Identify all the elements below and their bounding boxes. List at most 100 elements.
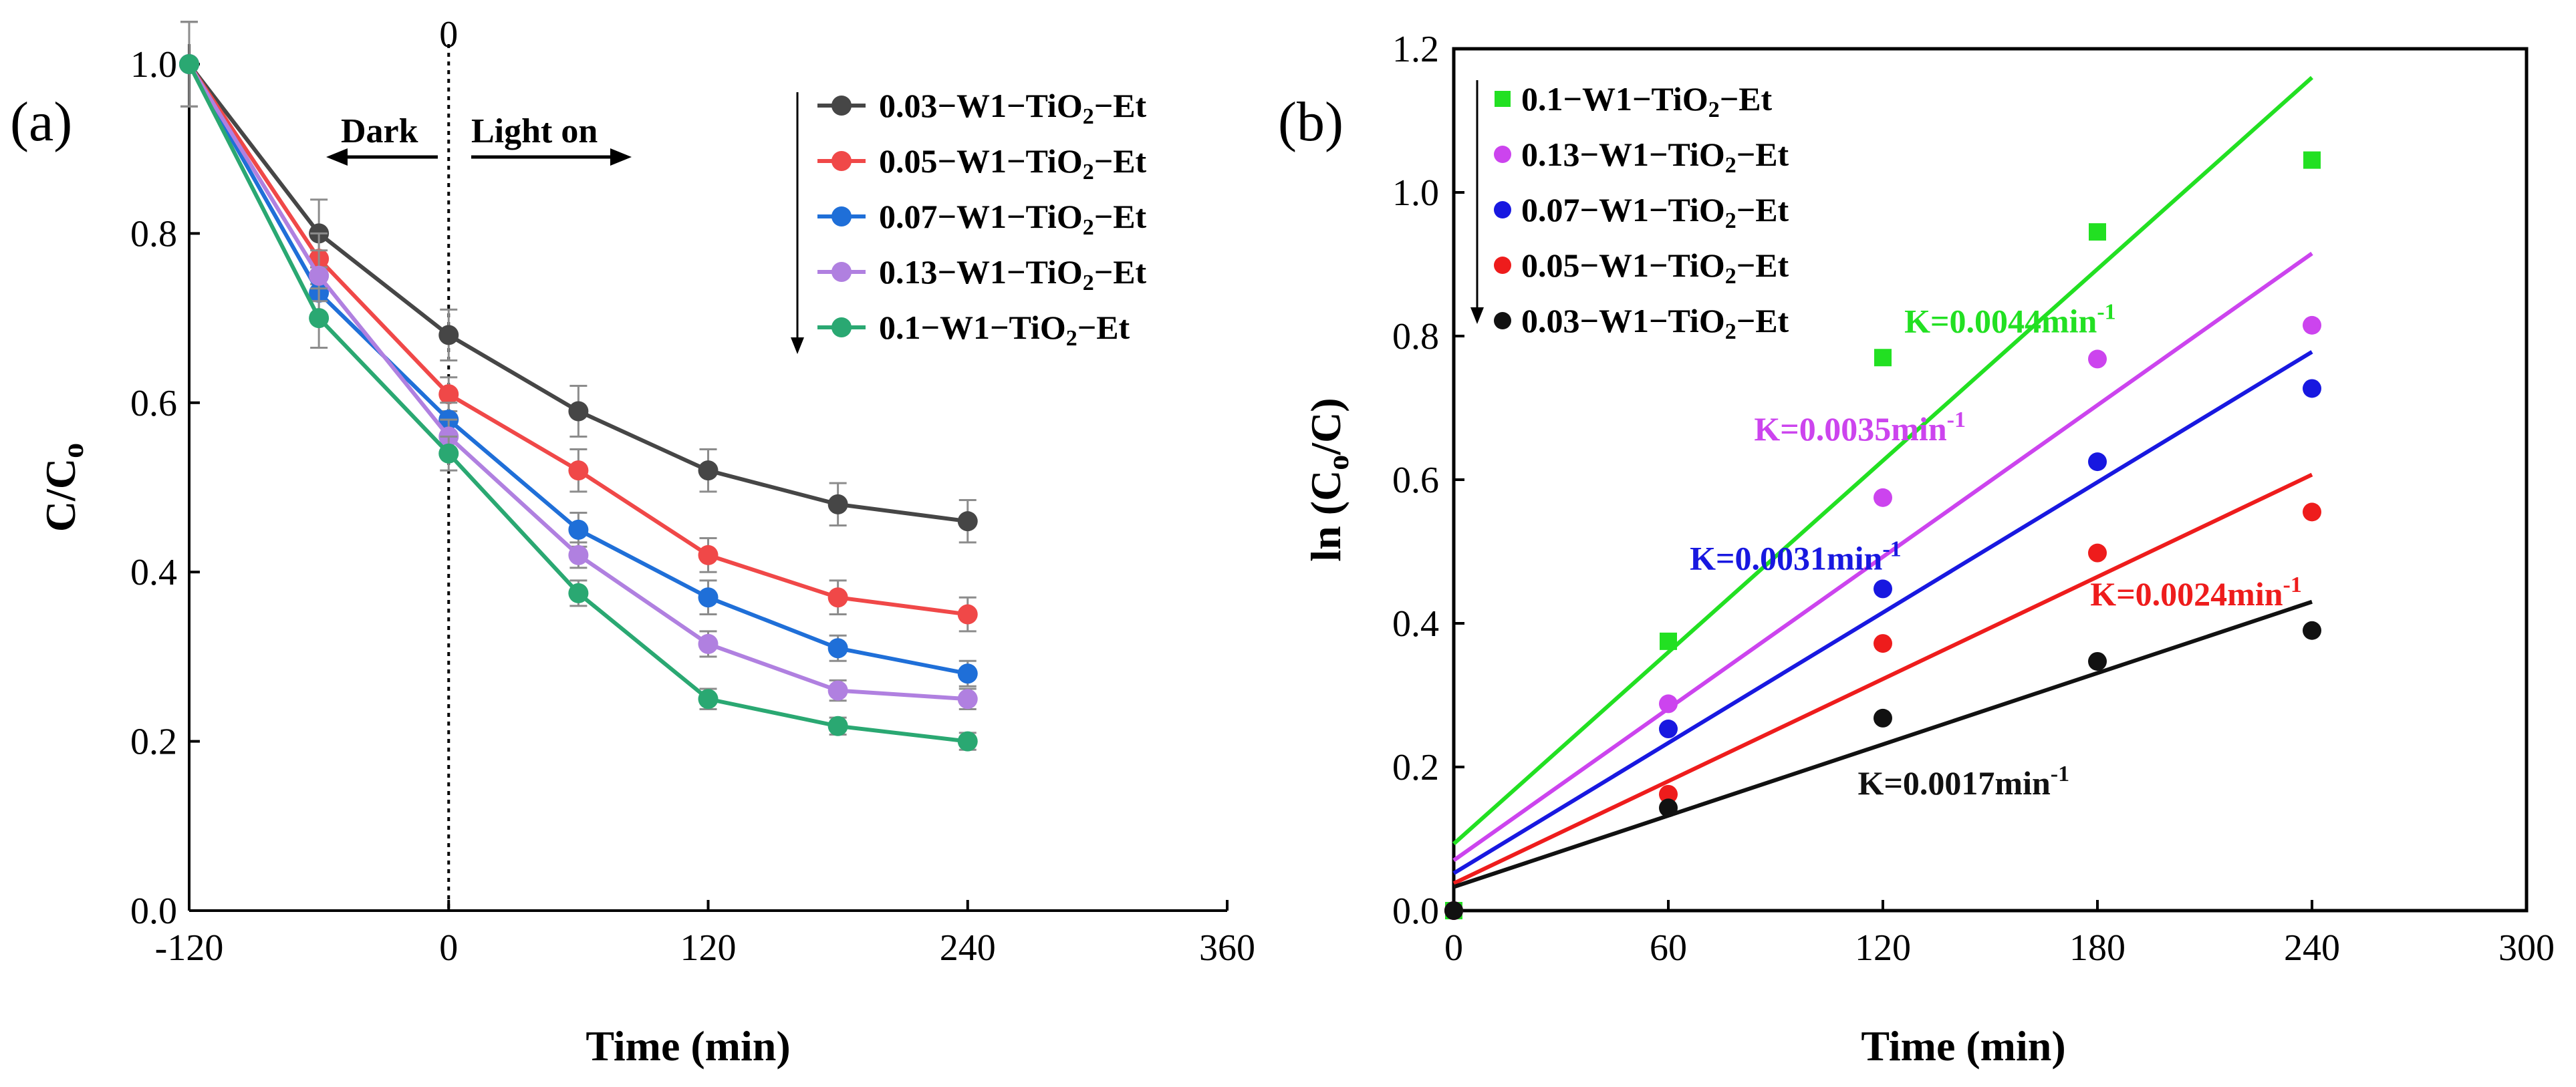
legend-entry-prefix: 0.13−W1−TiO: [1521, 136, 1725, 173]
panel-b-chart: 0.0 0.2 0.4 0.6 0.8 1.0 1.2 0 60 120 180 240 300 K=0.…: [1278, 29, 2555, 1070]
data-point: [2089, 223, 2106, 241]
data-point: [698, 633, 719, 654]
x-axis-title: Time (min): [586, 1022, 790, 1070]
rate-constant-label: K=0.0035min-1: [1754, 408, 1966, 448]
legend-entry-suffix: −Et: [1094, 142, 1147, 180]
x-tick-label: 360: [1199, 927, 1255, 969]
x-tick-label: 60: [1650, 927, 1687, 969]
x-tick-label: 120: [1855, 927, 1911, 969]
data-point: [827, 494, 848, 514]
legend-entry-prefix: 0.13−W1−TiO: [879, 253, 1083, 291]
panel-label-a: (a): [10, 91, 72, 153]
data-point: [957, 511, 978, 532]
x-tick-label: 180: [2069, 927, 2126, 969]
data-point: [438, 325, 459, 345]
dark-arrow-head: [326, 148, 348, 166]
data-point: [1659, 720, 1678, 739]
legend-entry-prefix: 0.1−W1−TiO: [879, 309, 1066, 346]
data-point: [568, 519, 589, 540]
legend-entry-suffix: −Et: [1736, 191, 1789, 228]
legend-swatch-marker: [831, 317, 852, 337]
legend-entry: 0.13−W1−TiO2−Et: [879, 253, 1147, 295]
data-point: [1660, 632, 1677, 650]
data-point: [1874, 488, 1892, 507]
legend-entry-suffix: −Et: [1736, 302, 1789, 339]
data-point: [1874, 349, 1892, 367]
legend-swatch-marker: [831, 151, 852, 171]
data-point: [2088, 651, 2107, 671]
data-point: [438, 443, 459, 464]
legend-order-arrow: [1470, 307, 1484, 324]
legend-entry: 0.03−W1−TiO2−Et: [879, 87, 1147, 129]
y-axis-title-post: /C): [1302, 398, 1349, 455]
legend-entry: 0.07−W1−TiO2−Et: [879, 198, 1147, 240]
y-tick-label: 1.2: [1392, 29, 1439, 70]
legend-swatch-marker: [1494, 257, 1511, 274]
y-tick-label: 0.6: [1392, 460, 1439, 501]
data-point: [698, 587, 719, 608]
y-axis-title-sub: o: [55, 443, 90, 458]
data-point: [827, 638, 848, 659]
data-point: [2303, 315, 2321, 335]
rate-constant-exponent: -1: [1882, 536, 1901, 561]
legend-entry-sub: 2: [1725, 264, 1736, 289]
x-tick-label: -120: [155, 927, 224, 969]
rate-constant-text: K=0.0035min: [1754, 410, 1946, 448]
x-tick-label: 240: [2284, 927, 2340, 969]
y-tick-label: 0.4: [1392, 603, 1439, 645]
legend-entry-prefix: 0.05−W1−TiO: [1521, 247, 1725, 284]
legend-entry-suffix: −Et: [1094, 198, 1147, 235]
data-point: [568, 583, 589, 603]
rate-constant-label: K=0.0031min-1: [1690, 536, 1902, 577]
legend-entry: 0.1−W1−TiO2−Et: [1521, 80, 1773, 122]
legend-entry-sub: 2: [1725, 319, 1736, 344]
legend-swatch-marker: [1494, 201, 1511, 218]
y-tick-label: 0.0: [1392, 891, 1439, 932]
data-point: [2303, 151, 2321, 169]
rate-constant-text: K=0.0031min: [1690, 539, 1882, 577]
data-point: [568, 545, 589, 565]
legend-entry-suffix: −Et: [1736, 247, 1789, 284]
data-point: [957, 604, 978, 625]
y-tick-label: 0.2: [1392, 747, 1439, 788]
legend-entry-sub: 2: [1725, 208, 1736, 233]
y-axis-title: ln (Co/C): [1302, 398, 1355, 561]
legend-entry-sub: 2: [1083, 215, 1094, 240]
y-tick-label: 1.0: [130, 44, 177, 86]
rate-constant-text: K=0.0044min: [1904, 303, 2097, 340]
dark-label: Dark: [341, 112, 418, 150]
data-point: [2303, 379, 2321, 398]
y-tick-label: 0.2: [130, 722, 177, 763]
data-point: [957, 663, 978, 684]
data-point: [1874, 634, 1892, 653]
legend-swatch-marker: [831, 206, 852, 226]
y-tick-label: 0.6: [130, 383, 177, 424]
data-point: [827, 680, 848, 701]
y-axis-title: C/Co: [37, 443, 90, 532]
legend-entry: 0.13−W1−TiO2−Et: [1521, 136, 1789, 178]
data-point: [309, 308, 330, 329]
fit-line: [1452, 75, 2313, 846]
legend-entry: 0.05−W1−TiO2−Et: [1521, 247, 1789, 289]
y-tick-label: 0.8: [1392, 316, 1439, 357]
y-tick-label: 0.8: [130, 213, 177, 255]
x-axis-title: Time (min): [1861, 1022, 2065, 1070]
data-point: [698, 460, 719, 481]
legend-entry-sub: 2: [1083, 104, 1094, 129]
legend-entry-sub: 2: [1083, 160, 1094, 184]
legend-entry-suffix: −Et: [1736, 136, 1789, 173]
rate-constant-exponent: -1: [2283, 573, 2302, 597]
data-point: [827, 716, 848, 736]
data-point: [1659, 694, 1678, 714]
data-point: [2303, 502, 2321, 522]
legend-entry-sub: 2: [1083, 271, 1094, 295]
light-on-label: Light on: [471, 112, 598, 150]
data-point: [698, 545, 719, 565]
legend-entry-prefix: 0.1−W1−TiO: [1521, 80, 1708, 118]
legend-swatch-marker: [1494, 312, 1511, 329]
data-point: [179, 54, 199, 74]
fit-line: [1452, 251, 2313, 863]
light-arrow-head: [610, 148, 632, 166]
panel-label-b: (b): [1278, 91, 1343, 153]
